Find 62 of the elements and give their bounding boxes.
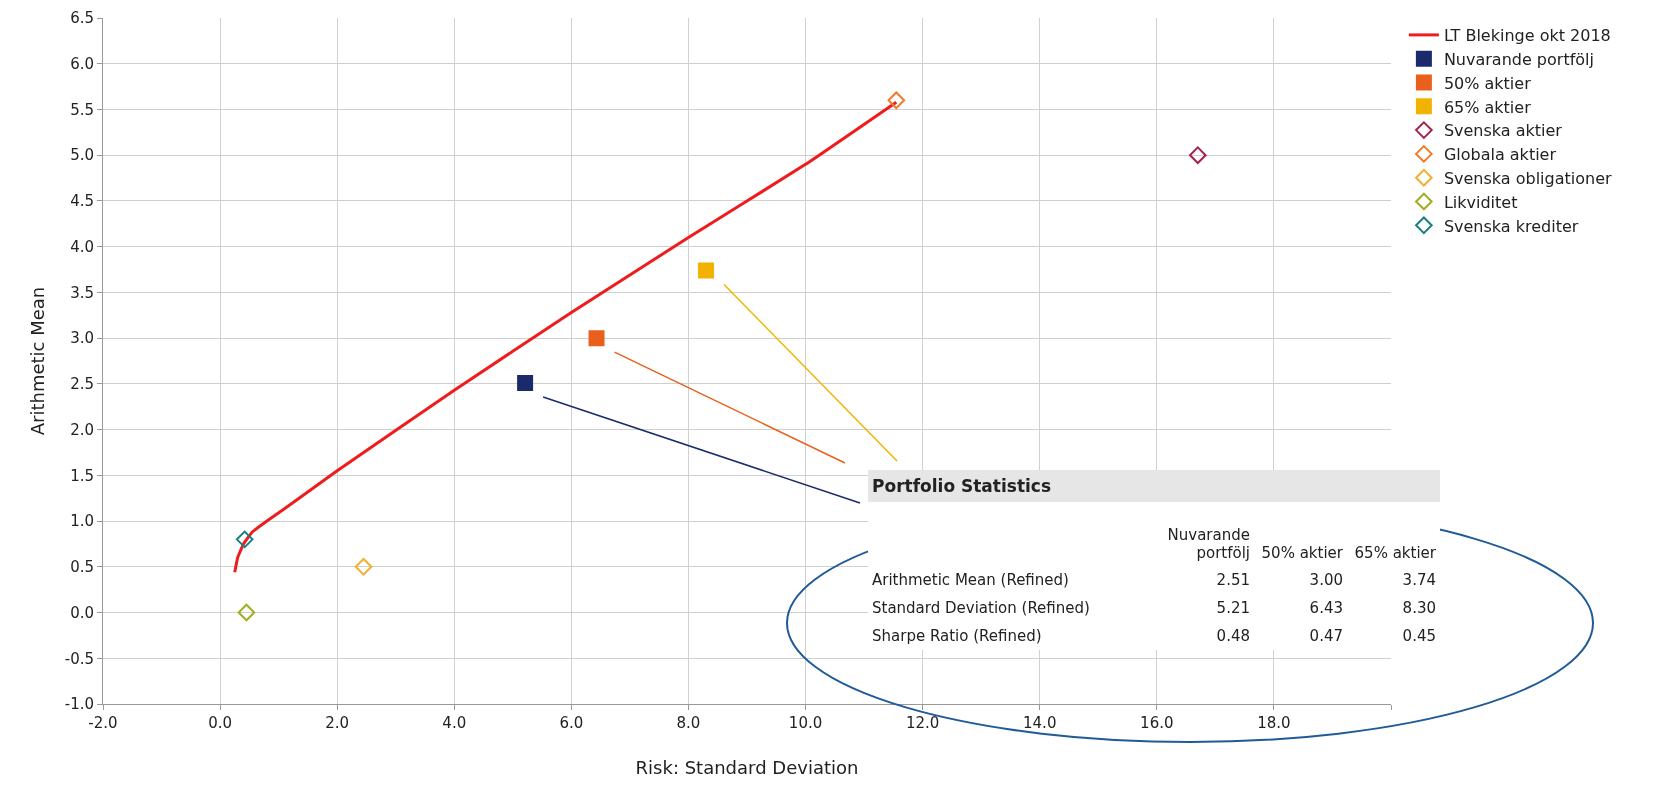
annotation: 3.00 bbox=[1308, 570, 1344, 591]
annotation: 50% aktier bbox=[1260, 543, 1344, 564]
x-tick-label: -2.0 bbox=[88, 714, 118, 732]
x-tick-label: 8.0 bbox=[676, 714, 701, 732]
y-tick-label: 5.0 bbox=[70, 146, 94, 165]
y-tick-label: 2.5 bbox=[70, 375, 94, 394]
x-tick-label: 14.0 bbox=[1023, 714, 1057, 732]
legend-label: Likviditet bbox=[1443, 192, 1518, 212]
x-tick-label: 4.0 bbox=[442, 714, 467, 732]
y-tick-label: 2.0 bbox=[70, 420, 94, 439]
y-tick-label: 5.5 bbox=[70, 100, 94, 119]
annotation: 6.43 bbox=[1308, 598, 1344, 619]
legend-label: 50% aktier bbox=[1443, 73, 1532, 93]
point bbox=[235, 530, 254, 549]
y-tick-label: 6.0 bbox=[70, 54, 94, 73]
y-tick-label: -1.0 bbox=[64, 695, 94, 714]
legend-label: Svenska obligationer bbox=[1443, 168, 1612, 188]
text: 0.45 bbox=[1401, 626, 1437, 647]
annotation: 65% aktier bbox=[1353, 543, 1437, 564]
legend-label: Globala aktier bbox=[1443, 145, 1557, 165]
point bbox=[698, 262, 715, 279]
text: 3.74 bbox=[1401, 570, 1437, 591]
annotation: Sharpe Ratio (Refined) bbox=[871, 626, 1043, 647]
annotation: 2.51 bbox=[1215, 570, 1251, 591]
table-header: Portfolio Statistics bbox=[868, 470, 1440, 502]
point bbox=[1189, 146, 1207, 164]
annotation: Arithmetic Mean (Refined) bbox=[871, 570, 1070, 591]
point bbox=[237, 603, 256, 622]
y-tick-label: 0.0 bbox=[70, 603, 94, 622]
y-tick-label: -0.5 bbox=[64, 649, 94, 668]
x-tick-label: 10.0 bbox=[788, 714, 823, 732]
legend-label: Nuvarande portfölj bbox=[1443, 49, 1594, 69]
y-tick-label: 0.5 bbox=[70, 558, 94, 577]
point bbox=[517, 374, 534, 391]
y-tick-label: 4.5 bbox=[70, 192, 94, 211]
text: 8.30 bbox=[1401, 598, 1437, 619]
annotation: 0.48 bbox=[1215, 626, 1251, 647]
annotation: 5.21 bbox=[1215, 598, 1251, 619]
annotation: Standard Deviation (Refined) bbox=[871, 598, 1091, 619]
legend-label: Svenska aktier bbox=[1443, 121, 1563, 141]
x-tick-label: 0.0 bbox=[208, 714, 233, 732]
point bbox=[354, 558, 373, 576]
y-axis-title: Arithmetic Mean bbox=[26, 286, 48, 436]
x-tick-label: 2.0 bbox=[325, 714, 350, 732]
x-tick-label: 16.0 bbox=[1140, 714, 1174, 732]
annotation: Nuvarande portfölj bbox=[1166, 525, 1251, 564]
y-tick-label: 3.5 bbox=[70, 283, 94, 302]
x-axis-title: Risk: Standard Deviation bbox=[635, 757, 859, 779]
x-tick-label: 18.0 bbox=[1257, 714, 1291, 732]
point bbox=[887, 91, 906, 110]
point bbox=[588, 330, 605, 347]
y-tick-label: 4.0 bbox=[70, 237, 94, 256]
annotation: 0.47 bbox=[1308, 626, 1344, 647]
legend-label: 65% aktier bbox=[1443, 97, 1532, 117]
y-tick-label: 3.0 bbox=[70, 329, 94, 348]
legend-label: Svenska krediter bbox=[1443, 216, 1579, 236]
x-tick-label: 6.0 bbox=[559, 714, 584, 732]
y-tick-label: 1.0 bbox=[70, 512, 94, 531]
x-tick-label: 12.0 bbox=[905, 714, 940, 732]
y-tick-label: 6.5 bbox=[70, 9, 94, 28]
y-tick-label: 1.5 bbox=[70, 466, 94, 485]
legend-label: LT Blekinge okt 2018 bbox=[1443, 26, 1611, 46]
